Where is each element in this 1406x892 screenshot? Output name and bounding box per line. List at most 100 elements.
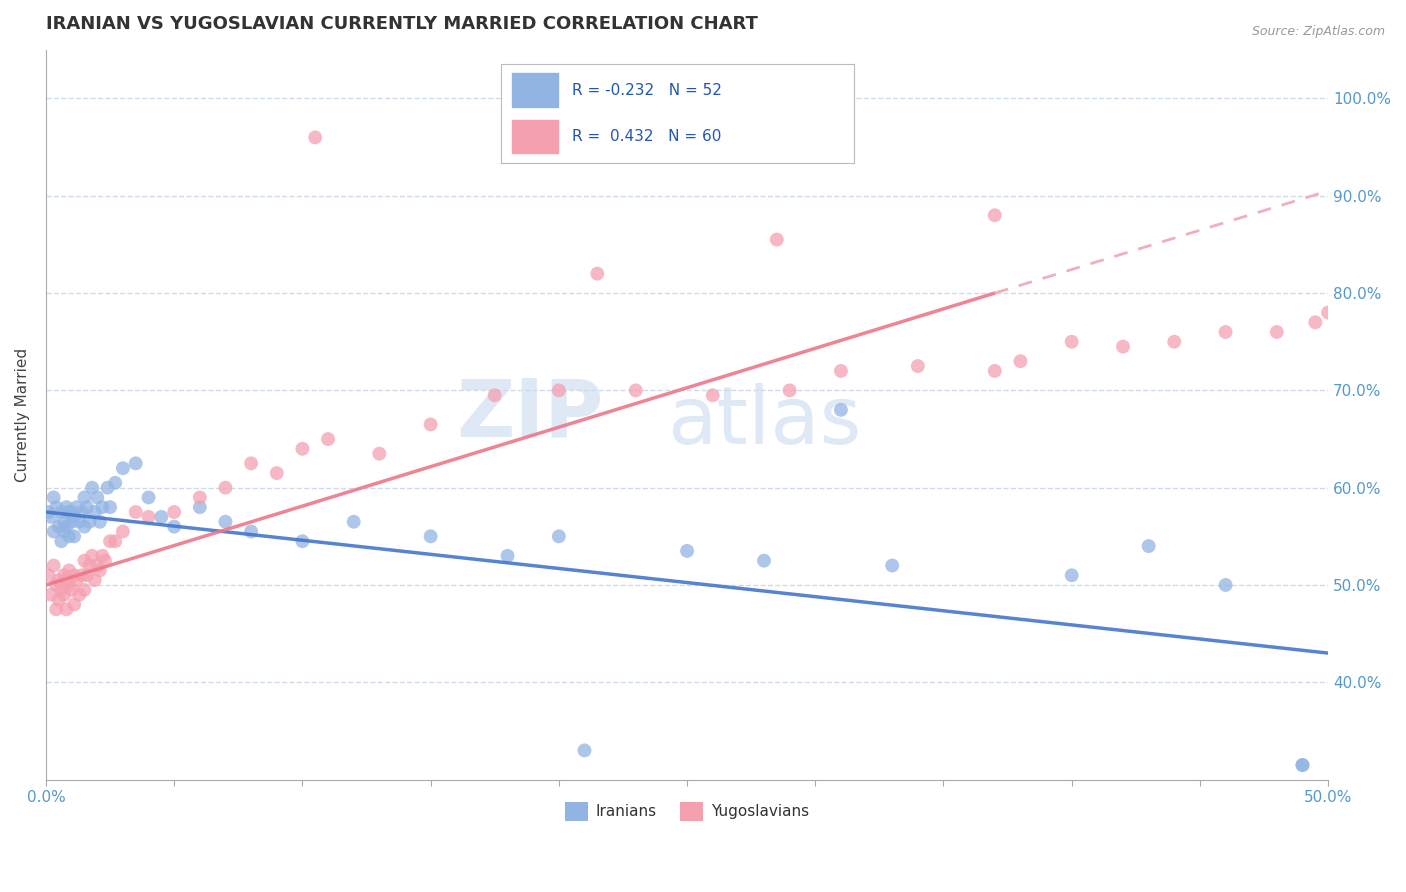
Point bbox=[82, 481, 104, 495]
Text: atlas: atlas bbox=[666, 383, 860, 461]
Point bbox=[484, 388, 506, 402]
Point bbox=[63, 568, 86, 582]
Point bbox=[1112, 340, 1135, 354]
Point bbox=[76, 568, 98, 582]
Point bbox=[73, 582, 96, 597]
Point bbox=[1215, 325, 1237, 339]
Point bbox=[94, 554, 117, 568]
Text: IRANIAN VS YUGOSLAVIAN CURRENTLY MARRIED CORRELATION CHART: IRANIAN VS YUGOSLAVIAN CURRENTLY MARRIED… bbox=[46, 15, 758, 33]
Point bbox=[83, 573, 105, 587]
Point bbox=[63, 509, 86, 524]
Text: Source: ZipAtlas.com: Source: ZipAtlas.com bbox=[1251, 25, 1385, 38]
Point bbox=[38, 505, 60, 519]
Point bbox=[66, 500, 89, 515]
Point bbox=[104, 534, 127, 549]
Point bbox=[1291, 758, 1313, 772]
Point bbox=[52, 524, 75, 539]
Point bbox=[779, 384, 801, 398]
Point bbox=[163, 505, 186, 519]
Point bbox=[55, 573, 77, 587]
Point bbox=[45, 578, 67, 592]
Point bbox=[1060, 334, 1083, 349]
Point bbox=[291, 534, 314, 549]
Point bbox=[79, 515, 101, 529]
Point bbox=[70, 568, 93, 582]
Point bbox=[1291, 758, 1313, 772]
Point bbox=[150, 509, 173, 524]
Point bbox=[830, 364, 852, 378]
Point bbox=[1317, 305, 1340, 319]
Point bbox=[1265, 325, 1288, 339]
Point bbox=[1010, 354, 1032, 368]
Point bbox=[52, 515, 75, 529]
Point bbox=[58, 578, 80, 592]
Point bbox=[60, 582, 83, 597]
Point bbox=[882, 558, 904, 573]
Point bbox=[67, 588, 90, 602]
Point bbox=[73, 554, 96, 568]
Point bbox=[343, 515, 366, 529]
Point bbox=[676, 544, 699, 558]
Point bbox=[104, 475, 127, 490]
Point bbox=[58, 529, 80, 543]
Point bbox=[214, 481, 236, 495]
Point bbox=[125, 505, 148, 519]
Point bbox=[266, 466, 288, 480]
Point bbox=[91, 549, 114, 563]
Point bbox=[125, 456, 148, 470]
Point bbox=[55, 519, 77, 533]
Point bbox=[98, 534, 121, 549]
Point bbox=[163, 519, 186, 533]
Point bbox=[765, 233, 787, 247]
Point bbox=[63, 529, 86, 543]
Point bbox=[48, 519, 70, 533]
Point bbox=[291, 442, 314, 456]
Point bbox=[907, 359, 929, 373]
Point bbox=[316, 432, 339, 446]
Point bbox=[111, 524, 134, 539]
Point bbox=[52, 568, 75, 582]
Point bbox=[111, 461, 134, 475]
Point bbox=[45, 602, 67, 616]
Point bbox=[96, 481, 118, 495]
Point bbox=[1305, 315, 1327, 329]
Point bbox=[39, 509, 62, 524]
Point bbox=[586, 267, 609, 281]
Point bbox=[188, 491, 211, 505]
Legend: Iranians, Yugoslavians: Iranians, Yugoslavians bbox=[560, 796, 815, 827]
Point bbox=[51, 582, 73, 597]
Point bbox=[574, 743, 596, 757]
Point bbox=[42, 524, 65, 539]
Point bbox=[1215, 578, 1237, 592]
Point bbox=[39, 588, 62, 602]
Point bbox=[86, 558, 108, 573]
Point bbox=[240, 524, 263, 539]
Point bbox=[82, 549, 104, 563]
Point bbox=[55, 602, 77, 616]
Point bbox=[419, 417, 441, 432]
Point bbox=[48, 592, 70, 607]
Point bbox=[51, 534, 73, 549]
Point bbox=[91, 500, 114, 515]
Point bbox=[89, 563, 111, 577]
Point bbox=[58, 505, 80, 519]
Point bbox=[79, 558, 101, 573]
Point bbox=[830, 402, 852, 417]
Point bbox=[98, 500, 121, 515]
Point bbox=[240, 456, 263, 470]
Point bbox=[66, 573, 89, 587]
Point bbox=[984, 208, 1007, 222]
Point bbox=[1163, 334, 1185, 349]
Point bbox=[214, 515, 236, 529]
Point bbox=[76, 500, 98, 515]
Point bbox=[86, 491, 108, 505]
Point bbox=[188, 500, 211, 515]
Point bbox=[496, 549, 519, 563]
Point bbox=[1060, 568, 1083, 582]
Point bbox=[48, 573, 70, 587]
Point bbox=[83, 505, 105, 519]
Point bbox=[70, 505, 93, 519]
Point bbox=[42, 558, 65, 573]
Point bbox=[60, 515, 83, 529]
Point bbox=[547, 384, 569, 398]
